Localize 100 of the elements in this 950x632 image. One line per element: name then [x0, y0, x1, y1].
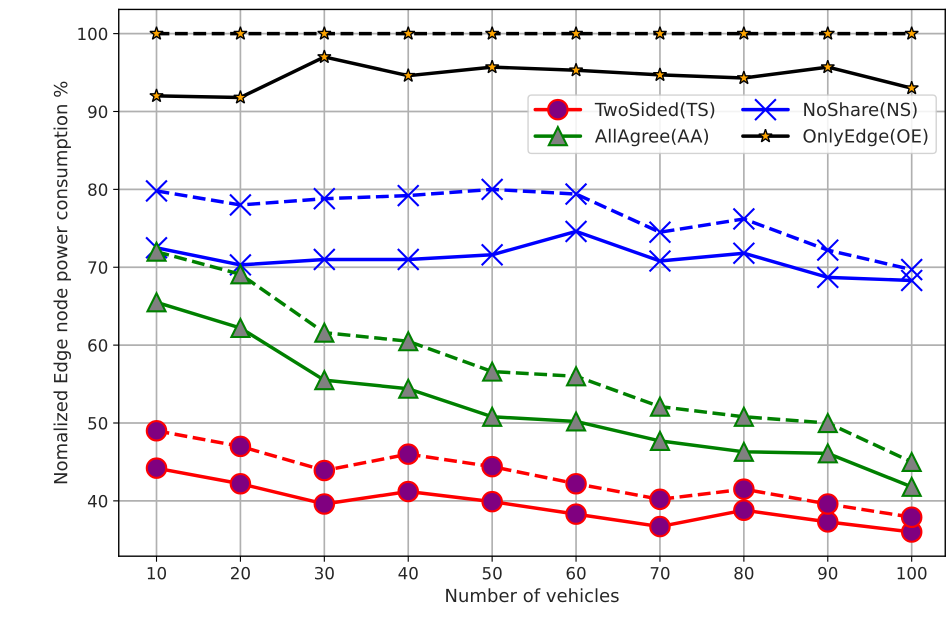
x-tick-label: 100	[898, 566, 926, 580]
point	[317, 49, 332, 64]
point	[648, 220, 672, 244]
point	[396, 248, 420, 271]
point	[817, 511, 839, 533]
point	[736, 70, 752, 84]
point	[816, 238, 840, 262]
point	[480, 178, 504, 201]
point	[732, 242, 756, 265]
point	[146, 292, 167, 312]
point	[565, 472, 587, 495]
point	[396, 184, 420, 208]
y-axis-title: Nomalized Edge node power consumption %	[53, 82, 71, 484]
point	[400, 26, 416, 40]
point	[230, 264, 250, 284]
point	[312, 187, 336, 210]
point	[734, 442, 754, 462]
point	[480, 243, 504, 266]
point	[398, 331, 418, 352]
point	[233, 90, 248, 104]
point	[820, 26, 836, 40]
point	[228, 253, 252, 276]
point	[481, 490, 503, 512]
point	[652, 67, 668, 82]
point	[230, 436, 252, 458]
point	[732, 208, 756, 230]
x-tick-label: 10	[148, 566, 166, 580]
y-tick-label: 90	[88, 105, 108, 118]
point	[733, 478, 755, 500]
point	[397, 443, 419, 465]
x-tick-label: 50	[482, 566, 502, 580]
point	[400, 68, 416, 82]
point	[149, 26, 164, 40]
point	[314, 493, 336, 515]
point	[649, 516, 671, 538]
point	[314, 322, 334, 343]
point	[146, 420, 168, 442]
point	[564, 182, 588, 206]
point	[652, 26, 668, 40]
legend-label: NoShare(NS)	[804, 102, 917, 118]
legend-label: TwoSided(TS)	[594, 102, 714, 118]
y-tick-label: 50	[88, 416, 108, 430]
point	[481, 456, 503, 478]
point	[312, 248, 336, 271]
point	[902, 452, 922, 472]
point	[397, 480, 419, 502]
point	[900, 269, 924, 292]
point	[818, 412, 838, 434]
x-tick-label: 60	[566, 566, 586, 580]
point	[817, 493, 839, 515]
point	[648, 250, 672, 272]
point	[230, 318, 250, 338]
point	[650, 430, 670, 451]
point	[317, 26, 332, 40]
point	[566, 411, 586, 432]
point	[816, 266, 840, 289]
y-tick-label: 80	[88, 183, 108, 196]
x-tick-label: 80	[734, 566, 754, 580]
x-tick-label: 40	[398, 566, 418, 580]
point	[484, 26, 500, 40]
point	[564, 220, 588, 243]
point	[818, 443, 838, 464]
point	[149, 88, 164, 102]
point	[230, 472, 252, 495]
point	[900, 506, 922, 528]
point	[145, 179, 168, 202]
y-tick-label: 40	[88, 494, 108, 508]
point	[314, 460, 336, 482]
y-tick-label: 60	[88, 339, 108, 352]
point	[650, 396, 670, 417]
point	[233, 26, 248, 40]
point	[902, 476, 922, 497]
point	[568, 62, 584, 77]
point	[568, 26, 584, 40]
y-tick-label: 70	[88, 261, 108, 274]
point	[484, 59, 500, 74]
point	[649, 488, 671, 510]
point	[820, 59, 836, 74]
x-tick-label: 30	[314, 566, 334, 580]
legend-label: OnlyEdge(OE)	[804, 128, 928, 146]
legend-label: AllAgree(AA)	[595, 128, 708, 146]
point	[904, 26, 919, 40]
x-tick-label: 70	[650, 566, 670, 580]
point	[733, 499, 755, 521]
x-tick-label: 20	[231, 566, 250, 580]
point	[904, 80, 919, 94]
point	[228, 193, 252, 216]
point	[146, 242, 167, 262]
point	[565, 503, 587, 525]
point	[734, 406, 754, 427]
y-tick-label: 100	[78, 28, 108, 40]
point	[146, 457, 168, 479]
point	[566, 366, 586, 386]
point	[314, 370, 334, 390]
x-axis-title: Number of vehicles	[446, 588, 619, 602]
point	[482, 406, 502, 427]
point	[482, 362, 502, 382]
point	[398, 378, 418, 399]
x-tick-label: 90	[818, 566, 838, 580]
point	[736, 26, 752, 40]
